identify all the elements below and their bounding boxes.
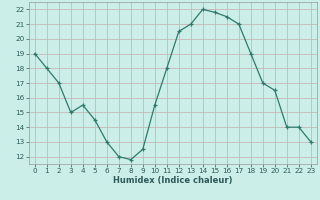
- X-axis label: Humidex (Indice chaleur): Humidex (Indice chaleur): [113, 176, 233, 185]
